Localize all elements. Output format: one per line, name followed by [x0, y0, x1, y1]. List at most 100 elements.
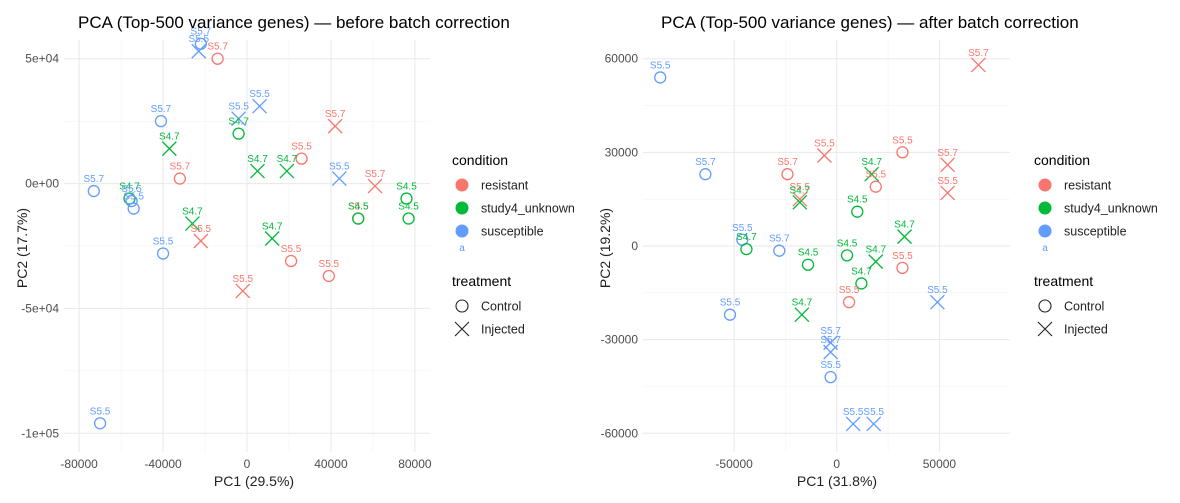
legend-control-circle-icon	[1038, 299, 1052, 313]
point-label: S5.5	[820, 360, 841, 371]
point-label: S4.5	[398, 202, 419, 213]
data-point-control	[352, 212, 365, 225]
data-point-injected	[792, 194, 808, 210]
x-tick-label: -50000	[715, 457, 753, 471]
point-label: S5.7	[151, 104, 172, 115]
point-label: S5.5	[892, 135, 913, 146]
data-point-injected	[252, 98, 268, 114]
right-x-axis-title: PC1 (31.8%)	[797, 473, 877, 489]
data-point-injected	[184, 216, 200, 231]
point-label: S4.7	[262, 222, 283, 233]
point-label: S5.7	[777, 157, 798, 168]
legend-swatch-susceptible	[1038, 224, 1052, 238]
point-label: S4.7	[119, 182, 140, 193]
data-point-injected	[792, 191, 808, 207]
left-x-axis-title: PC1 (29.5%)	[214, 473, 294, 489]
point-label: S4.5	[396, 182, 417, 193]
point-label: S4.7	[865, 245, 886, 256]
right-legend-treatment-title: treatment	[1034, 273, 1093, 289]
left-legend-key-glyph: a	[459, 243, 465, 254]
right-legend: condition resistant study4_unknown susce…	[1034, 152, 1158, 337]
right-legend-label-study4-unknown: study4_unknown	[1064, 202, 1158, 216]
data-point-control	[654, 71, 667, 84]
point-label: S5.5	[233, 274, 254, 285]
data-point-injected	[940, 185, 956, 201]
data-point-injected	[897, 229, 912, 245]
point-label: S5.5	[720, 298, 741, 309]
point-label: S5.7	[84, 174, 105, 185]
x-tick-label: 50000	[923, 457, 957, 471]
point-label: S5.5	[348, 202, 369, 213]
point-label: S5.5	[319, 259, 340, 270]
data-point-injected	[940, 157, 956, 173]
data-point-injected	[823, 344, 839, 360]
legend-swatch-resistant	[455, 178, 469, 192]
data-point-control	[400, 192, 413, 205]
y-tick-label: -1e+05	[21, 426, 59, 440]
point-label: S5.7	[695, 157, 716, 168]
data-point-injected	[866, 416, 882, 432]
data-point-control	[723, 308, 737, 321]
right-pca-panel: S5.7 S5.5 S5.5 S5.5 S5.7 S5.7 S5.7 S4.7 S5.5 S5.5…	[597, 13, 1079, 489]
data-point-control	[87, 184, 100, 198]
left-legend: condition resistant study4_unknown susce…	[452, 152, 575, 337]
data-point-injected	[929, 294, 945, 310]
y-tick-label: -5e+04	[21, 301, 59, 315]
data-point-control	[322, 269, 335, 283]
x-tick-label: -80000	[60, 457, 98, 471]
right-legend-key-glyph: a	[1042, 243, 1048, 254]
y-tick-label: 60000	[605, 52, 639, 66]
data-point-control	[896, 261, 909, 274]
data-point-injected	[264, 231, 280, 246]
left-legend-label-injected: Injected	[481, 323, 525, 337]
data-point-injected	[331, 171, 347, 187]
point-label: S4.7	[736, 232, 757, 243]
point-label: S5.5	[650, 60, 671, 71]
data-point-injected	[794, 307, 810, 323]
legend-injected-cross-icon	[454, 321, 470, 337]
right-y-axis-title: PC2 (19.2%)	[597, 208, 613, 288]
legend-swatch-resistant	[1038, 178, 1052, 192]
data-point-control	[173, 172, 186, 185]
data-point-control	[156, 247, 170, 260]
point-label: S5.5	[228, 102, 249, 113]
left-legend-label-susceptible: susceptible	[481, 225, 544, 239]
x-tick-label: 0	[244, 457, 251, 471]
legend-swatch-susceptible	[455, 224, 469, 238]
point-label: S5.5	[937, 176, 958, 187]
left-points: S5.7S5.5S5.7S5.7S5.5S5.5S4.7S5.7S4.7S5.5…	[84, 27, 419, 430]
point-label: S5.5	[291, 142, 312, 153]
point-label: S5.5	[121, 184, 142, 195]
right-legend-label-control: Control	[1064, 300, 1104, 314]
point-label: S5.7	[769, 234, 790, 245]
left-tick-labels: -80000 -40000 0 40000 80000 5e+04 0e+00 -5e+04 -…	[21, 52, 432, 471]
left-legend-condition-title: condition	[452, 152, 508, 168]
y-tick-label: 5e+04	[25, 52, 59, 66]
point-label: S4.7	[790, 185, 811, 196]
right-chart-title: PCA (Top-500 variance genes) — after bat…	[661, 13, 1079, 32]
point-label: S4.7	[159, 132, 180, 143]
data-point-control	[699, 168, 712, 181]
point-label: S5.5	[191, 224, 212, 235]
x-tick-label: 80000	[398, 457, 432, 471]
left-grid	[64, 40, 430, 452]
right-legend-label-resistant: resistant	[1064, 179, 1112, 193]
data-point-injected	[231, 111, 247, 127]
data-point-control	[154, 115, 168, 128]
left-legend-label-resistant: resistant	[481, 179, 529, 193]
point-label: S5.7	[937, 148, 958, 159]
data-point-control	[896, 146, 909, 159]
point-label: S5.5	[814, 138, 835, 149]
right-legend-condition-title: condition	[1034, 152, 1090, 168]
data-point-control	[211, 52, 224, 65]
point-label: S5.7	[325, 109, 346, 120]
point-label: S5.7	[191, 27, 212, 38]
point-label: S5.5	[892, 251, 913, 262]
data-point-injected	[193, 233, 209, 249]
point-label: S5.5	[927, 285, 948, 296]
data-point-control	[801, 258, 815, 271]
data-point-injected	[868, 254, 884, 270]
point-label: S4.7	[851, 266, 872, 277]
point-label: S5.5	[153, 236, 174, 247]
